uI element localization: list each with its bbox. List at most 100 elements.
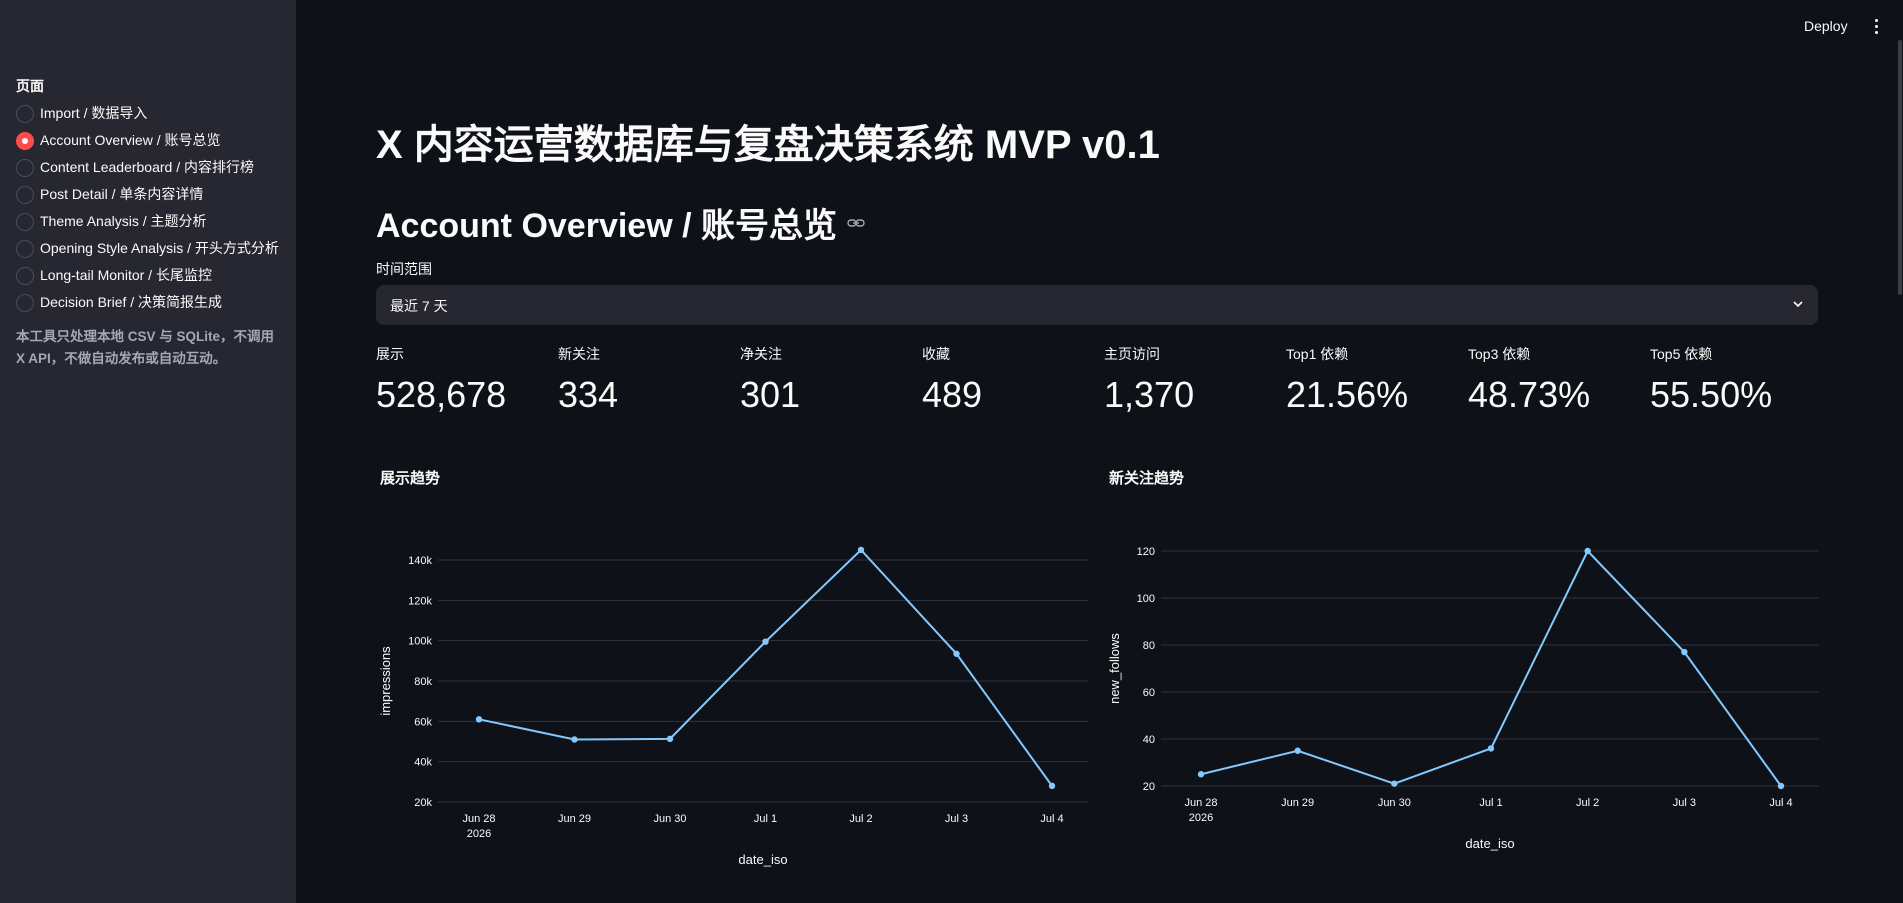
nav-item-content-leaderboard[interactable]: Content Leaderboard / 内容排行榜 xyxy=(16,156,280,177)
metric-value: 55.50% xyxy=(1650,374,1773,415)
metric-value: 21.56% xyxy=(1286,374,1409,415)
chevron-down-icon xyxy=(1793,301,1803,308)
metric-label: Top5 依赖 xyxy=(1650,346,1713,362)
y-tick-label: 100k xyxy=(408,636,432,648)
metric-impressions: 展示 528,678 xyxy=(376,344,556,416)
radio-icon[interactable] xyxy=(16,267,34,285)
metric-value: 489 xyxy=(922,374,983,415)
metric-value: 334 xyxy=(558,374,619,415)
data-point xyxy=(1777,782,1785,790)
metric-label: 主页访问 xyxy=(1104,346,1160,362)
x-tick-label: Jun 28 xyxy=(1184,797,1217,809)
data-point xyxy=(1391,780,1398,787)
new-follows-line-chart: 20 40 60 80 100 120 Jun 28 Jun 29 Jun 30 Jul 1 Jul… xyxy=(1107,546,1819,851)
data-point xyxy=(762,638,769,645)
sidebar-heading: 页面 xyxy=(16,78,44,94)
link-icon[interactable] xyxy=(847,217,865,229)
metric-label: 展示 xyxy=(376,346,404,362)
metric-label: 收藏 xyxy=(922,346,950,362)
y-axis-label: new_follows xyxy=(1107,633,1122,704)
metric-top3-dependency: Top3 依赖 48.73% xyxy=(1468,344,1648,416)
y-tick-label: 120 xyxy=(1137,546,1155,558)
scrollbar[interactable] xyxy=(1898,40,1902,295)
x-axis-label: date_iso xyxy=(738,852,787,867)
metric-value: 48.73% xyxy=(1468,374,1591,415)
x-year-label: 2026 xyxy=(467,828,491,840)
x-tick-label: Jun 29 xyxy=(1281,797,1314,809)
x-tick-label: Jul 1 xyxy=(754,813,777,825)
x-tick-label: Jul 2 xyxy=(1576,797,1599,809)
page-title: Account Overview / 账号总览 xyxy=(376,198,865,247)
data-point xyxy=(1681,648,1688,656)
data-point xyxy=(953,650,960,657)
y-tick-label: 20k xyxy=(414,797,432,809)
page-title-text: Account Overview / 账号总览 xyxy=(376,207,837,245)
metric-bookmarks: 收藏 489 xyxy=(922,344,1102,416)
x-tick-label: Jun 28 xyxy=(462,813,495,825)
data-point xyxy=(1487,745,1495,752)
sidebar: 页面 Import / 数据导入 Account Overview / 账号总览… xyxy=(0,0,296,903)
x-tick-label: Jun 30 xyxy=(1378,797,1411,809)
app-title: X 内容运营数据库与复盘决策系统 MVP v0.1 xyxy=(376,123,1160,167)
impressions-line-chart: 20k 40k 60k 80k 100k 120k 140k Jun 28 Jun 29 Jun … xyxy=(378,546,1088,867)
metric-label: Top3 依赖 xyxy=(1468,346,1531,362)
nav-item-label: Import / 数据导入 xyxy=(40,105,148,121)
nav-item-post-detail[interactable]: Post Detail / 单条内容详情 xyxy=(16,183,280,204)
data-point xyxy=(571,736,578,743)
y-tick-label: 140k xyxy=(408,555,432,567)
impressions-chart-title: 展示趋势 xyxy=(380,470,441,487)
radio-icon[interactable] xyxy=(16,159,34,177)
data-point xyxy=(666,735,674,743)
nav-item-label: Decision Brief / 决策简报生成 xyxy=(40,294,223,310)
nav-item-decision-brief[interactable]: Decision Brief / 决策简报生成 xyxy=(16,291,280,312)
metrics-row: 展示 528,678 新关注 334 净关注 301 收藏 489 主页访问 1,370 … xyxy=(376,344,1836,416)
metric-value: 301 xyxy=(740,374,801,415)
metric-profile-visits: 主页访问 1,370 xyxy=(1104,344,1284,416)
y-tick-label: 100 xyxy=(1137,593,1155,605)
series-line xyxy=(478,548,1053,787)
radio-icon[interactable] xyxy=(16,213,34,231)
metric-label: 新关注 xyxy=(558,346,600,362)
nav-item-theme-analysis[interactable]: Theme Analysis / 主题分析 xyxy=(16,210,280,231)
nav-item-label: Account Overview / 账号总览 xyxy=(40,132,221,148)
sidebar-note: 本工具只处理本地 CSV 与 SQLite，不调用 X API，不做自动发布或自… xyxy=(16,329,275,366)
nav-item-opening-style-analysis[interactable]: Opening Style Analysis / 开头方式分析 xyxy=(16,237,280,258)
x-tick-label: Jun 30 xyxy=(653,813,686,825)
nav-item-long-tail-monitor[interactable]: Long-tail Monitor / 长尾监控 xyxy=(16,264,280,285)
range-label: 时间范围 xyxy=(376,261,432,277)
y-tick-label: 60 xyxy=(1143,687,1155,699)
x-tick-label: Jul 4 xyxy=(1040,813,1063,825)
data-point xyxy=(857,546,865,554)
y-tick-label: 80 xyxy=(1143,640,1155,652)
data-point xyxy=(1294,747,1301,754)
metric-label: Top1 依赖 xyxy=(1286,346,1349,362)
new-follows-chart-title: 新关注趋势 xyxy=(1109,470,1185,487)
nav-item-account-overview[interactable]: Account Overview / 账号总览 xyxy=(16,129,280,150)
y-axis-label: impressions xyxy=(378,646,393,716)
deploy-button[interactable]: Deploy xyxy=(1804,18,1848,34)
nav-item-import[interactable]: Import / 数据导入 xyxy=(16,102,280,123)
radio-icon[interactable] xyxy=(16,105,34,123)
x-tick-label: Jul 4 xyxy=(1769,797,1792,809)
nav-item-label: Long-tail Monitor / 长尾监控 xyxy=(40,267,212,283)
nav-item-label: Opening Style Analysis / 开头方式分析 xyxy=(40,240,279,256)
y-tick-label: 80k xyxy=(414,676,432,688)
x-tick-label: Jul 3 xyxy=(1673,797,1696,809)
radio-icon[interactable] xyxy=(16,240,34,258)
radio-icon[interactable] xyxy=(16,294,34,312)
data-point xyxy=(1197,771,1205,778)
y-tick-label: 20 xyxy=(1143,781,1155,793)
radio-selected-icon[interactable] xyxy=(16,132,34,150)
more-vertical-icon[interactable] xyxy=(1868,16,1884,38)
radio-icon[interactable] xyxy=(16,186,34,204)
page-radio-group: Import / 数据导入 Account Overview / 账号总览 Co… xyxy=(16,102,280,318)
time-range-select[interactable]: 最近 7 天 xyxy=(376,285,1818,325)
metric-new-follows: 新关注 334 xyxy=(558,344,738,416)
x-year-label: 2026 xyxy=(1189,812,1213,824)
metric-top1-dependency: Top1 依赖 21.56% xyxy=(1286,344,1466,416)
x-axis-label: date_iso xyxy=(1465,836,1514,851)
data-point xyxy=(1584,547,1591,555)
y-tick-label: 120k xyxy=(408,595,432,607)
nav-item-label: Content Leaderboard / 内容排行榜 xyxy=(40,159,254,175)
data-point xyxy=(475,716,483,723)
